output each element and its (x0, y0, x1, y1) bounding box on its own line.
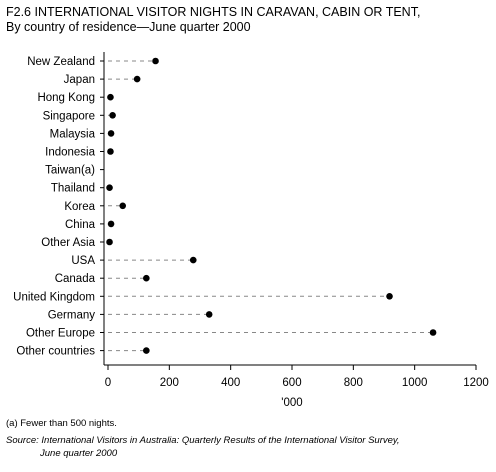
category-label: Canada (55, 273, 96, 285)
category-label: United Kingdom (13, 291, 95, 303)
data-point (205, 311, 213, 318)
chart-title: F2.6 INTERNATIONAL VISITOR NIGHTS IN CAR… (6, 5, 421, 19)
data-point (106, 184, 113, 191)
category-label: Other countries (16, 346, 95, 358)
category-label: Taiwan(a) (45, 165, 95, 177)
category-label: Malaysia (50, 128, 96, 140)
category-label: China (65, 219, 96, 231)
category-label: New Zealand (27, 56, 95, 68)
x-tick-label: 200 (160, 377, 179, 389)
data-point (152, 57, 159, 65)
x-tick-label: 800 (344, 377, 363, 389)
data-point (189, 256, 197, 264)
x-tick-label: 1000 (402, 377, 428, 389)
category-label: Other Europe (26, 328, 95, 340)
data-point (107, 220, 115, 228)
category-label: Hong Kong (37, 92, 95, 104)
source-label: Source: (6, 435, 39, 446)
data-point (386, 293, 393, 300)
x-tick-label: 0 (105, 377, 111, 389)
data-point (133, 75, 141, 83)
chart-subtitle: By country of residence—June quarter 200… (6, 20, 251, 34)
data-point (107, 93, 114, 101)
source-text-line2: June quarter 2000 (40, 448, 118, 459)
data-point (119, 202, 127, 210)
data-point (143, 274, 150, 282)
category-label: Indonesia (45, 147, 95, 159)
x-tick-label: 1200 (463, 377, 489, 389)
category-label: USA (71, 255, 95, 267)
category-label: Thailand (51, 183, 95, 195)
category-label: Other Asia (41, 237, 95, 249)
x-tick-label: 400 (221, 377, 240, 389)
category-label: Singapore (43, 110, 95, 122)
category-label: Japan (64, 74, 95, 86)
data-point (429, 329, 437, 336)
data-point (107, 130, 115, 137)
data-point (143, 347, 150, 354)
data-point (106, 238, 113, 246)
x-axis-label: '000 (281, 397, 302, 409)
source-text: International Visitors in Australia: Qua… (41, 435, 400, 446)
data-point (107, 148, 114, 155)
footnote: (a) Fewer than 500 nights. (6, 418, 117, 429)
category-label: Korea (64, 201, 95, 213)
category-label: Germany (48, 309, 96, 321)
x-tick-label: 600 (282, 377, 301, 389)
source-note: Source: International Visitors in Austra… (6, 434, 486, 460)
data-point (109, 112, 116, 119)
